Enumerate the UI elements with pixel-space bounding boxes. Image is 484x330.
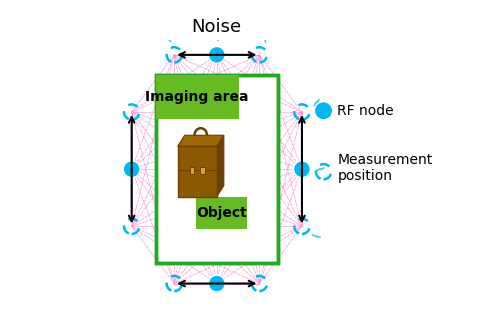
Text: Imaging area: Imaging area	[145, 90, 248, 104]
Circle shape	[208, 275, 225, 292]
Bar	[155, 76, 239, 119]
Polygon shape	[166, 35, 171, 42]
Bar	[155, 76, 277, 263]
Polygon shape	[114, 232, 120, 239]
Polygon shape	[311, 235, 319, 237]
Polygon shape	[265, 34, 266, 43]
Bar	[190, 167, 194, 175]
Polygon shape	[315, 168, 323, 171]
Bar	[155, 76, 277, 263]
Polygon shape	[109, 168, 118, 170]
Text: Object: Object	[196, 206, 247, 220]
Circle shape	[315, 102, 331, 119]
Polygon shape	[215, 33, 218, 41]
Polygon shape	[262, 296, 267, 303]
Polygon shape	[167, 295, 168, 304]
Circle shape	[123, 161, 140, 178]
Polygon shape	[113, 101, 121, 103]
Circle shape	[208, 47, 225, 63]
Polygon shape	[313, 99, 318, 106]
Polygon shape	[215, 298, 218, 306]
Bar	[196, 197, 247, 229]
Bar	[200, 167, 204, 175]
Polygon shape	[177, 135, 224, 146]
Text: RF node: RF node	[337, 104, 393, 118]
Bar	[177, 146, 216, 197]
Text: Measurement
position: Measurement position	[337, 153, 432, 183]
Polygon shape	[216, 135, 224, 197]
Text: Noise: Noise	[191, 18, 242, 36]
Circle shape	[293, 161, 310, 178]
